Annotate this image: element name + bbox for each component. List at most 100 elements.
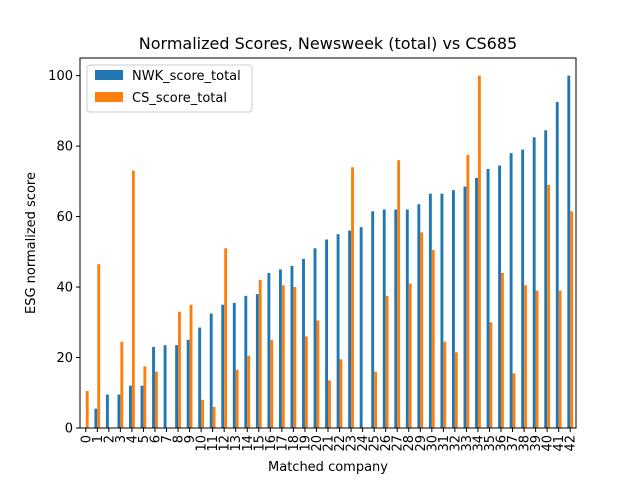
bar-cs-41 [558,290,562,428]
y-tick-label: 100 [48,69,73,84]
x-tick-label: 6 [148,435,163,443]
x-tick-label: 18 [287,435,302,452]
bar-nwk-15 [255,294,259,428]
bar-cs-21 [328,380,331,428]
bar-nwk-20 [313,248,317,428]
x-tick-label: 4 [125,435,140,443]
bar-cs-39 [535,290,539,428]
bar-cs-27 [397,160,401,428]
bar-nwk-2 [105,394,109,428]
bar-nwk-36 [498,165,502,429]
x-tick-label: 41 [552,435,567,452]
x-tick-label: 13 [229,435,244,452]
plot-frame [79,57,577,429]
bar-nwk-39 [532,137,536,429]
bar-nwk-16 [267,272,271,428]
x-tick-label: 11 [206,435,221,452]
y-tick-label: 40 [56,281,73,296]
bar-cs-42 [570,211,574,428]
bar-nwk-22 [336,234,340,428]
chart-title: Normalized Scores, Newsweek (total) vs C… [139,34,517,53]
x-tick-label: 2 [102,435,117,443]
bar-nwk-31 [440,193,444,428]
bar-cs-20 [316,320,320,428]
bar-cs-37 [512,373,516,428]
bar-cs-18 [293,287,297,428]
y-axis: 0 20 40 60 80 100 [48,69,80,437]
bar-nwk-34 [475,177,478,428]
bar-nwk-35 [486,169,490,428]
x-tick-label: 28 [402,435,417,452]
bar-cs-22 [339,359,343,428]
x-tick-label: 8 [172,435,187,443]
x-tick-label: 26 [379,435,394,452]
x-tick-label: 0 [79,435,94,443]
bar-nwk-4 [129,385,132,428]
bar-cs-17 [281,285,285,428]
bar-cs-25 [374,371,378,428]
bar-nwk-27 [394,209,398,428]
x-tick-label: 30 [425,435,440,452]
x-tick-label: 23 [345,435,360,452]
x-tick-label: 15 [252,435,267,452]
bar-nwk-30 [428,193,432,428]
bar-cs-13 [235,369,239,428]
x-tick-label: 21 [322,435,337,452]
bar-cs-30 [431,250,435,428]
bar-nwk-6 [152,346,155,428]
bar-cs-38 [524,285,527,428]
bar-cs-11 [212,406,216,428]
bar-nwk-29 [417,204,421,428]
bar-nwk-21 [325,239,328,428]
x-tick-label: 37 [506,435,521,452]
bars-layer [85,75,574,429]
bar-nwk-12 [221,304,225,428]
bar-cs-34 [477,75,481,429]
x-tick-label: 3 [114,435,129,443]
bar-nwk-5 [140,385,144,428]
x-tick-label: 36 [495,435,510,452]
x-tick-label: 14 [241,435,256,452]
bar-nwk-28 [405,209,409,428]
bar-nwk-14 [244,295,248,428]
y-axis-label: ESG normalized score [24,172,39,314]
bar-cs-9 [189,304,193,428]
x-tick-label: 25 [368,435,383,452]
x-tick-label: 17 [275,435,290,452]
x-tick-label: 16 [264,435,279,452]
bar-cs-16 [270,339,274,428]
bar-cs-8 [178,311,181,428]
bar-nwk-40 [544,130,548,429]
legend: NWK_score_total CS_score_total [86,64,253,113]
x-tick-label: 35 [483,435,498,452]
x-tick-label: 19 [298,435,313,452]
y-tick-label: 20 [56,351,73,366]
bar-nwk-13 [232,302,236,428]
x-tick-label: 29 [414,435,429,452]
bar-cs-3 [120,341,124,428]
x-tick-label: 33 [460,435,475,452]
legend-label-cs: CS_score_total [132,91,227,106]
bar-nwk-9 [186,339,190,428]
x-tick-label: 27 [391,435,406,452]
x-tick-label: 42 [564,435,579,452]
x-tick-label: 10 [195,435,210,452]
bar-nwk-7 [163,345,167,428]
y-tick-label: 60 [56,210,73,225]
bar-cs-10 [201,399,204,428]
x-tick-label: 5 [137,435,152,443]
bar-nwk-3 [117,394,121,428]
bar-nwk-38 [521,149,525,428]
bar-nwk-33 [463,186,467,428]
x-axis-label: Matched company [268,460,388,475]
bar-cs-31 [443,341,447,428]
y-tick-label: 0 [65,422,73,437]
legend-label-nwk: NWK_score_total [132,69,241,84]
bar-nwk-1 [94,408,98,428]
x-tick-label: 34 [471,435,486,452]
bar-cs-4 [131,170,135,428]
legend-swatch-nwk [95,70,123,80]
x-tick-label: 22 [333,435,348,452]
y-tick-label: 80 [56,140,73,155]
legend-box [86,64,253,113]
